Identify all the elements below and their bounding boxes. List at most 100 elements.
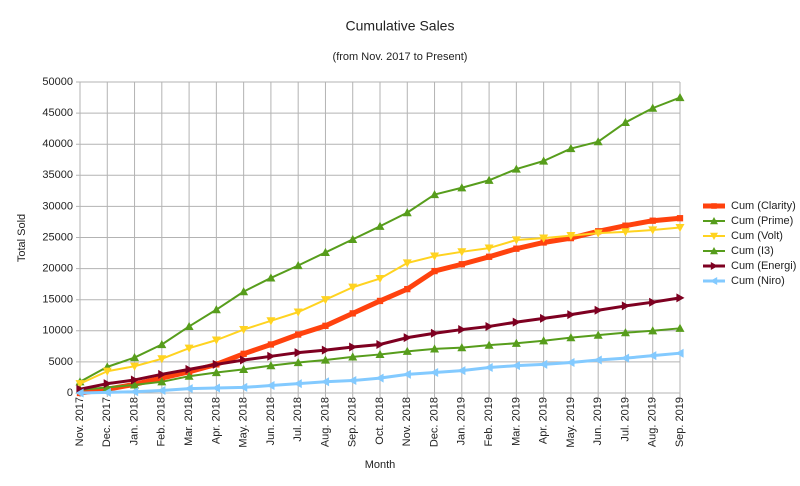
legend-marker xyxy=(710,217,718,225)
data-point xyxy=(511,236,521,245)
data-point xyxy=(540,313,549,323)
y-tick-label: 35000 xyxy=(42,169,73,181)
data-point xyxy=(539,336,549,345)
data-point xyxy=(320,377,330,387)
legend-label: Cum (Clarity) xyxy=(731,200,796,212)
x-tick-label: Apr. 2019 xyxy=(538,397,550,444)
data-point xyxy=(566,358,575,368)
data-point xyxy=(457,248,467,257)
data-point xyxy=(130,375,140,385)
data-point xyxy=(157,339,167,349)
y-tick-label: 25000 xyxy=(42,231,73,243)
x-tick-label: Feb. 2019 xyxy=(483,397,495,447)
legend-marker xyxy=(710,232,718,240)
legend-marker xyxy=(710,262,718,270)
data-point xyxy=(102,387,111,397)
data-point xyxy=(375,349,385,359)
data-point xyxy=(184,371,194,380)
data-point xyxy=(539,359,548,369)
data-point xyxy=(348,352,358,361)
data-point xyxy=(512,317,521,327)
data-point xyxy=(320,247,330,257)
data-point xyxy=(594,305,603,315)
x-tick-label: Dec. 2018 xyxy=(428,397,440,447)
data-point xyxy=(485,321,494,331)
data-point xyxy=(184,321,194,331)
x-tick-label: Aug. 2019 xyxy=(647,397,659,447)
data-point xyxy=(320,355,330,364)
data-point xyxy=(211,383,220,393)
data-point xyxy=(349,342,358,352)
y-tick-label: 50000 xyxy=(42,76,73,88)
legend-marker xyxy=(710,247,718,255)
data-point xyxy=(431,267,438,275)
y-tick-label: 5000 xyxy=(49,356,73,368)
data-point xyxy=(675,93,685,102)
data-point xyxy=(293,379,302,389)
data-point xyxy=(539,156,549,165)
data-point xyxy=(484,175,494,184)
data-point xyxy=(403,333,412,343)
data-point xyxy=(620,353,630,363)
legend-label: Cum (I3) xyxy=(731,245,774,257)
data-point xyxy=(539,234,549,243)
data-point xyxy=(511,164,521,173)
data-point xyxy=(267,341,275,348)
data-point xyxy=(593,137,603,146)
data-point xyxy=(293,260,303,270)
data-point xyxy=(675,223,685,233)
x-tick-label: Jun. 2019 xyxy=(592,397,604,445)
data-point xyxy=(211,305,221,314)
data-point xyxy=(430,328,440,338)
legend-marker xyxy=(711,203,717,209)
data-point xyxy=(130,380,140,389)
data-point xyxy=(648,351,657,361)
data-point xyxy=(211,367,221,377)
data-point xyxy=(157,386,166,396)
x-tick-label: Jul. 2018 xyxy=(292,397,304,442)
data-point xyxy=(593,229,603,238)
data-point xyxy=(402,208,412,217)
data-point xyxy=(130,362,140,371)
x-tick-label: Mar. 2018 xyxy=(183,397,195,446)
data-point xyxy=(675,323,685,332)
x-tick-label: Sep. 2018 xyxy=(347,397,359,447)
x-tick-label: Jan. 2019 xyxy=(456,397,468,445)
data-point xyxy=(75,380,85,389)
data-point xyxy=(457,183,467,192)
data-point xyxy=(404,285,411,293)
data-point xyxy=(375,221,385,230)
x-tick-label: Jun. 2018 xyxy=(265,397,277,445)
data-point xyxy=(322,322,329,329)
data-point xyxy=(376,339,385,349)
data-point xyxy=(484,244,494,253)
data-point xyxy=(566,144,576,153)
data-point xyxy=(430,367,439,377)
data-point xyxy=(620,328,630,337)
legend-label: Cum (Niro) xyxy=(731,275,785,287)
data-point xyxy=(293,358,303,367)
data-point xyxy=(293,308,303,317)
y-tick-label: 40000 xyxy=(42,138,73,150)
data-point xyxy=(130,387,139,397)
data-point xyxy=(130,353,140,362)
data-point xyxy=(676,215,684,222)
data-point xyxy=(184,344,194,353)
data-point xyxy=(511,338,521,347)
legend-label: Cum (Energi) xyxy=(731,260,796,272)
legend-label: Cum (Volt) xyxy=(731,230,783,242)
data-point xyxy=(266,273,276,282)
data-point xyxy=(458,325,467,335)
data-point xyxy=(648,103,658,112)
legend-label: Cum (Prime) xyxy=(731,215,793,227)
data-point xyxy=(157,355,167,364)
data-point xyxy=(620,117,630,127)
data-point xyxy=(484,362,493,372)
legend-marker xyxy=(710,277,718,285)
x-axis-title: Month xyxy=(365,459,396,471)
x-tick-label: Jul. 2019 xyxy=(619,397,631,442)
data-point xyxy=(185,364,194,374)
data-point xyxy=(239,382,248,392)
data-point xyxy=(511,361,520,371)
